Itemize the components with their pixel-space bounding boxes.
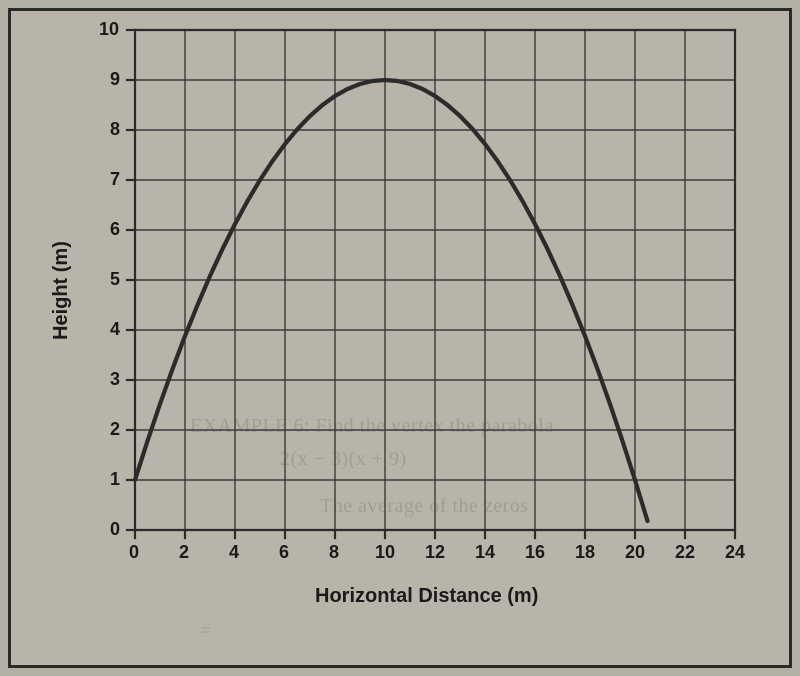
y-tick-label: 7	[110, 169, 121, 190]
x-tick-label: 20	[625, 542, 645, 563]
y-tick-label: 9	[110, 69, 121, 90]
x-tick-label: 6	[279, 542, 289, 563]
x-tick-label: 2	[179, 542, 189, 563]
page: EXAMPLE 6: Find the vertex the parabola …	[0, 0, 800, 676]
x-tick-label: 10	[375, 542, 395, 563]
x-tick-label: 8	[329, 542, 339, 563]
x-tick-label: 18	[575, 542, 595, 563]
x-tick-label: 12	[425, 542, 445, 563]
y-tick-label: 5	[110, 269, 121, 290]
y-tick-label: 0	[110, 519, 121, 540]
y-tick-label: 2	[110, 419, 121, 440]
y-tick-label: 4	[110, 319, 121, 340]
x-tick-label: 24	[725, 542, 745, 563]
x-tick-label: 0	[129, 542, 139, 563]
y-tick-label: 1	[110, 469, 121, 490]
y-tick-label: 10	[99, 19, 121, 40]
y-tick-label: 8	[110, 119, 121, 140]
x-tick-label: 14	[475, 542, 495, 563]
x-tick-label: 16	[525, 542, 545, 563]
x-tick-label: 22	[675, 542, 695, 563]
x-tick-label: 4	[229, 542, 239, 563]
y-tick-label: 3	[110, 369, 121, 390]
y-tick-label: 6	[110, 219, 121, 240]
